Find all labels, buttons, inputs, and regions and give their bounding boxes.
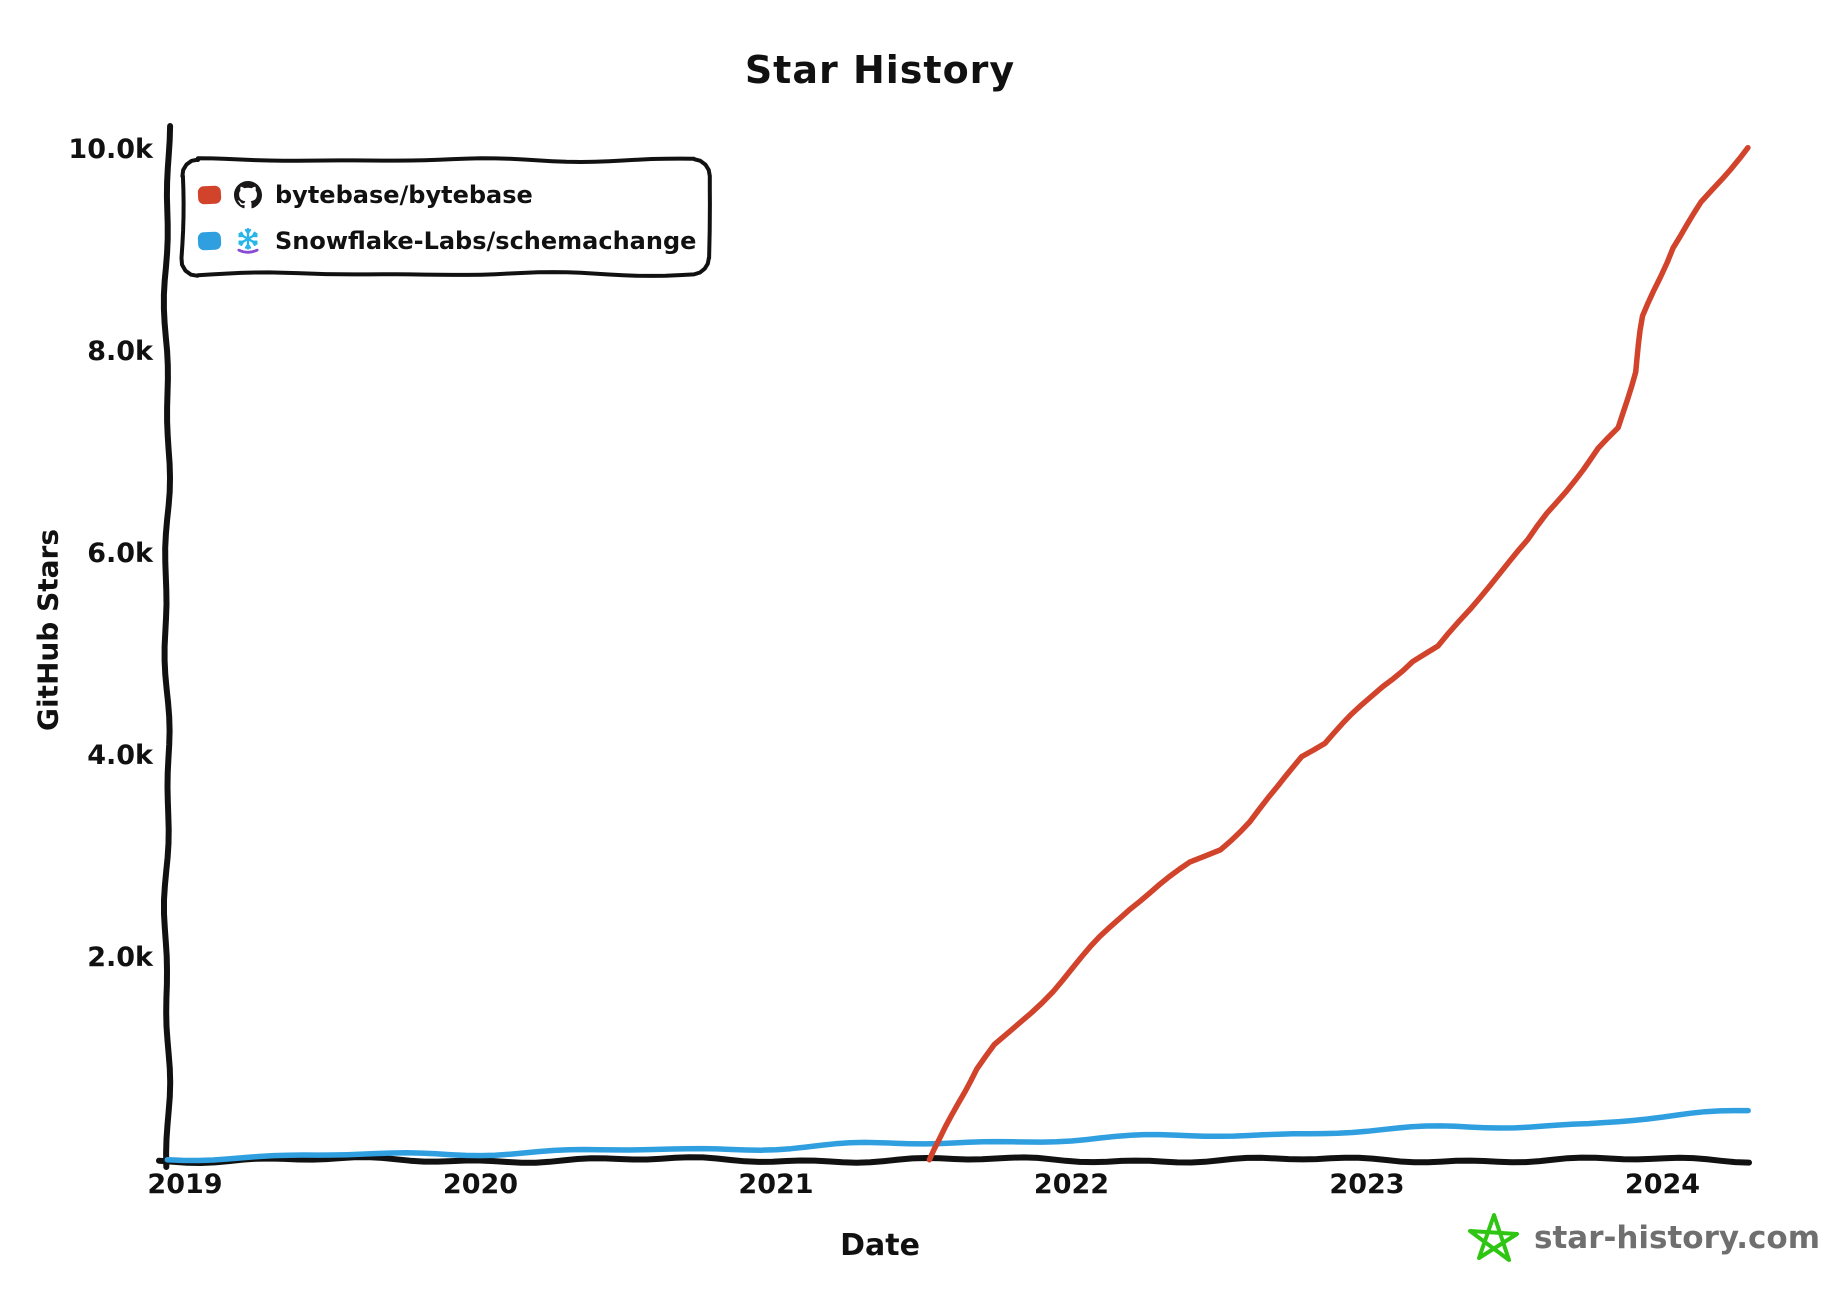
series-color-swatch-red	[197, 185, 222, 205]
x-tick-label: 2022	[1033, 1169, 1110, 1200]
x-axis-label: Date	[840, 1228, 920, 1263]
legend: bytebase/bytebase Snowflake-Labs/schemac…	[182, 160, 710, 274]
y-tick-label: 10.0k	[68, 134, 153, 165]
snowflake-icon	[234, 227, 262, 255]
x-tick-label: 2023	[1329, 1169, 1405, 1200]
x-tick-label: 2024	[1624, 1169, 1701, 1200]
series-line-bytebase	[926, 144, 1751, 1163]
x-axis-line	[156, 1154, 1752, 1166]
y-tick-label: 6.0k	[87, 538, 153, 569]
legend-label-bytebase: bytebase/bytebase	[275, 181, 533, 209]
series-color-swatch-blue	[197, 231, 222, 251]
legend-item-schemachange: Snowflake-Labs/schemachange	[197, 218, 710, 264]
y-tick-label: 4.0k	[87, 740, 153, 771]
x-tick-label: 2021	[738, 1169, 814, 1200]
legend-item-bytebase: bytebase/bytebase	[197, 172, 710, 218]
y-axis-line	[160, 123, 174, 1170]
chart-title: Star History	[744, 48, 1016, 92]
series-line-schemachange	[164, 1107, 1751, 1164]
star-history-logo-icon	[1468, 1213, 1519, 1262]
github-icon	[234, 181, 262, 209]
legend-border	[179, 156, 712, 278]
y-tick-label: 8.0k	[87, 336, 153, 367]
y-tick-label: 2.0k	[87, 942, 153, 973]
legend-label-schemachange: Snowflake-Labs/schemachange	[275, 227, 697, 255]
watermark: star-history.com	[1466, 1210, 1820, 1266]
watermark-text: star-history.com	[1534, 1220, 1821, 1256]
x-tick-label: 2019	[147, 1169, 223, 1200]
x-tick-label: 2020	[442, 1169, 519, 1200]
